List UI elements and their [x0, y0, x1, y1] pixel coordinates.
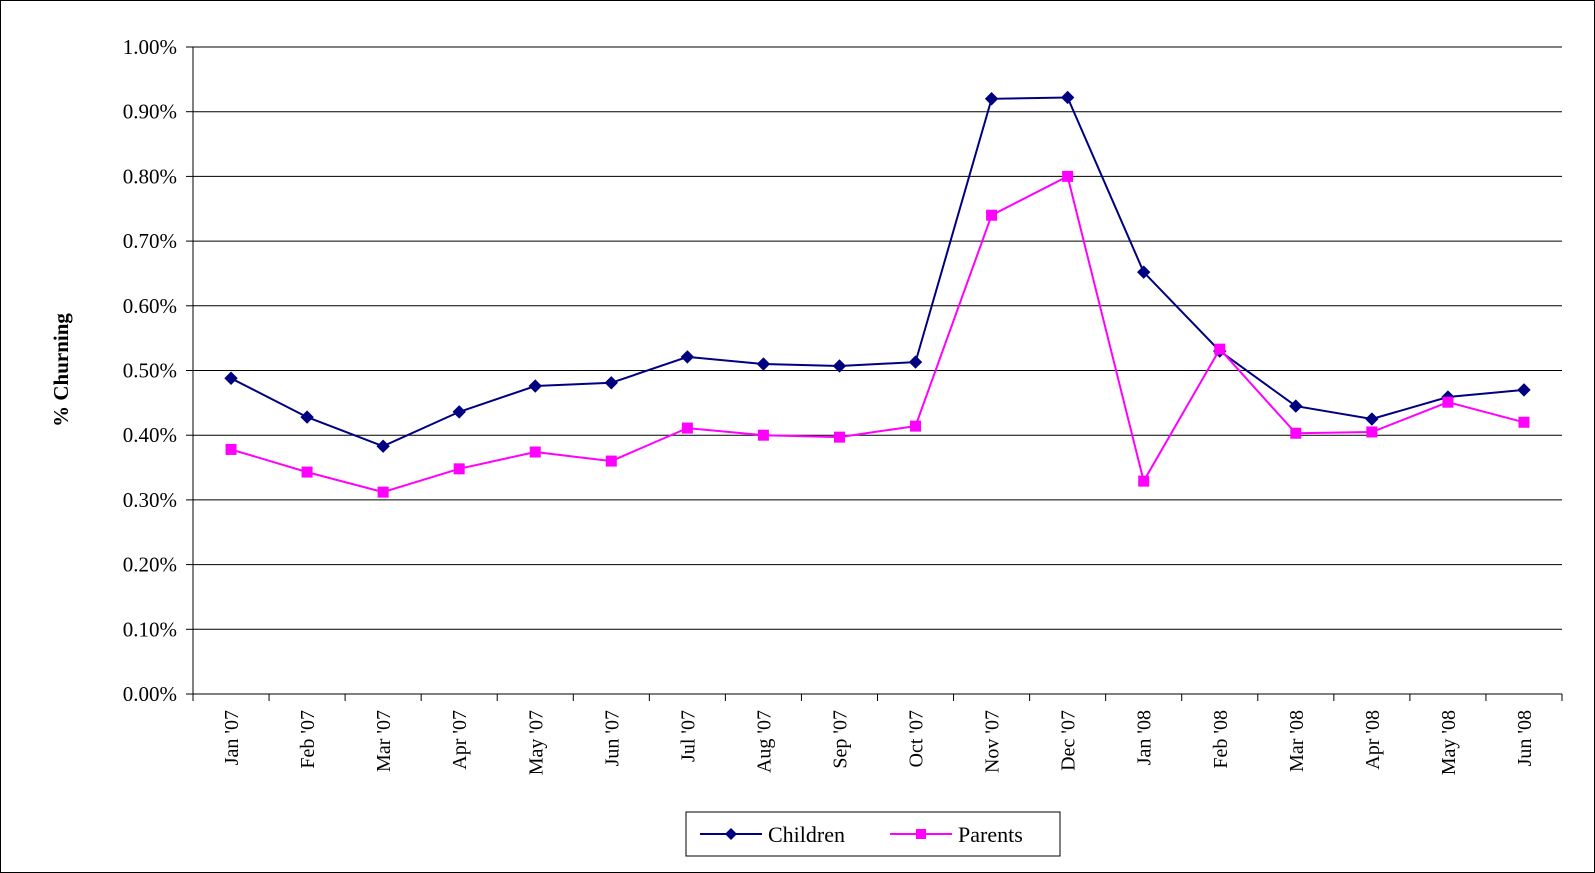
data-point-children — [528, 379, 542, 393]
y-tick-label: 0.70% — [123, 229, 177, 253]
data-point-children — [1136, 265, 1151, 279]
data-point-parents — [1518, 416, 1530, 428]
x-tick-label: Jul '07 — [677, 710, 699, 762]
data-point-children — [1365, 412, 1379, 426]
y-tick-label: 0.00% — [123, 682, 177, 706]
legend-label-children: Children — [768, 822, 845, 847]
data-point-parents — [1062, 170, 1074, 182]
series-line-parents — [230, 174, 1525, 494]
data-point-parents — [529, 446, 541, 458]
data-point-parents — [910, 420, 922, 432]
data-point-children — [300, 410, 314, 424]
gridlines — [193, 46, 1562, 630]
x-tick-label: Apr '07 — [449, 710, 471, 770]
x-tick-label: Jun '08 — [1514, 710, 1536, 766]
y-axis-title: % Churning — [49, 313, 73, 427]
x-tick-label: May '07 — [525, 710, 547, 775]
data-point-parents — [1214, 343, 1226, 355]
data-point-parents — [757, 429, 769, 441]
x-tick-label: Feb '08 — [1210, 710, 1232, 769]
series-layer — [224, 90, 1531, 498]
axes — [186, 46, 1563, 701]
data-point-parents — [681, 422, 693, 434]
y-tick-label: 0.80% — [123, 164, 177, 188]
data-point-children — [680, 350, 695, 364]
data-point-children — [452, 405, 466, 419]
x-tick-label: Jun '07 — [601, 710, 623, 766]
data-point-children — [1060, 90, 1075, 105]
legend-label-parents: Parents — [958, 822, 1023, 847]
x-tick-label: Dec '07 — [1058, 710, 1080, 771]
y-tick-label: 0.30% — [123, 488, 177, 512]
x-tick-label: Jan '08 — [1134, 710, 1156, 765]
data-point-children — [984, 92, 999, 106]
x-tick-label: Mar '07 — [373, 710, 395, 772]
data-point-parents — [1138, 475, 1150, 487]
y-tick-label: 0.60% — [123, 294, 177, 318]
x-tick-label: Apr '08 — [1362, 710, 1384, 770]
y-tick-label: 0.20% — [123, 553, 177, 577]
x-tick-label: Jan '07 — [221, 710, 243, 765]
x-tick-label: May '08 — [1438, 710, 1460, 775]
y-tick-labels: 0.00% 0.10% 0.20% 0.30% 0.40% 0.50% 0.60% 0.70%… — [123, 35, 177, 706]
y-tick-label: 0.90% — [123, 100, 177, 124]
x-tick-labels: Jan '07 Feb '07 Mar '07 Apr '07 May '07 Jun '… — [221, 710, 1536, 775]
data-point-children — [376, 439, 390, 453]
data-point-parents — [1366, 426, 1378, 438]
data-point-children — [908, 355, 923, 369]
y-tick-label: 0.50% — [123, 359, 177, 383]
data-point-parents — [377, 486, 389, 498]
x-tick-label: Sep '07 — [829, 710, 851, 769]
data-point-parents — [986, 209, 998, 221]
data-point-children — [224, 371, 238, 385]
data-point-parents — [833, 431, 845, 443]
data-point-children — [832, 359, 847, 373]
series-line-children — [230, 96, 1525, 448]
y-tick-label: 0.40% — [123, 423, 177, 447]
x-tick-label: Nov '07 — [982, 710, 1004, 773]
data-point-parents — [301, 466, 313, 478]
data-point-parents — [1290, 427, 1302, 439]
legend-marker-children — [725, 828, 737, 840]
data-point-children — [604, 376, 619, 390]
legend: Children Parents — [685, 811, 1061, 857]
data-point-children — [1289, 399, 1303, 413]
data-point-parents — [1442, 396, 1454, 408]
data-point-parents — [605, 455, 617, 467]
x-tick-label: Aug '07 — [753, 710, 775, 773]
data-point-children — [1517, 383, 1531, 397]
legend-marker-parents — [916, 829, 926, 839]
data-point-parents — [225, 443, 237, 455]
y-tick-label: 0.10% — [123, 617, 177, 641]
x-tick-label: Oct '07 — [906, 710, 928, 767]
data-point-children — [756, 357, 771, 371]
x-tick-label: Feb '07 — [297, 710, 319, 769]
data-point-parents — [453, 463, 465, 475]
y-tick-label: 1.00% — [123, 35, 177, 59]
x-tick-label: Mar '08 — [1286, 710, 1308, 772]
